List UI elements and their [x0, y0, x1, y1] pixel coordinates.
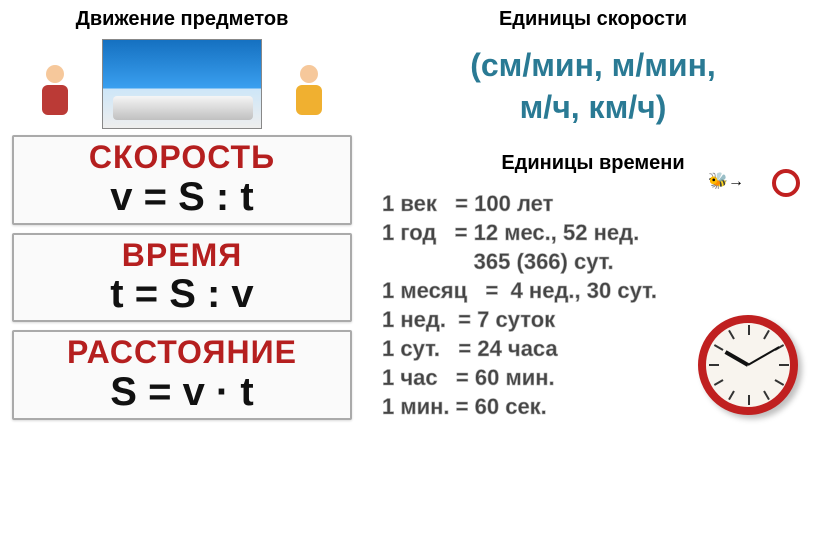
- mini-clock-icon: [772, 169, 800, 197]
- formula-card-time: ВРЕМЯ t = S : v: [12, 233, 352, 323]
- formula-equation: S = v · t: [20, 372, 344, 412]
- speed-units-text: (см/мин, м/мин, м/ч, км/ч): [382, 45, 804, 128]
- time-line: 365 (366) сут.: [382, 247, 804, 276]
- left-heading: Движение предметов: [12, 8, 352, 31]
- formula-equation: t = S : v: [20, 274, 344, 314]
- time-units-list: 🐝→ 1 век = 100 лет 1 год = 12 мес., 52 н…: [382, 189, 804, 421]
- time-line: 1 год = 12 мес., 52 нед.: [382, 218, 804, 247]
- time-line: 1 месяц = 4 нед., 30 сут.: [382, 276, 804, 305]
- formula-card-distance: РАССТОЯНИЕ S = v · t: [12, 330, 352, 420]
- formula-title: ВРЕМЯ: [20, 239, 344, 273]
- train-image: [102, 39, 262, 129]
- child-right-illustration: [291, 65, 327, 125]
- speed-units-line2: м/ч, км/ч): [520, 89, 667, 125]
- formula-card-speed: СКОРОСТЬ v = S : t: [12, 135, 352, 225]
- bee-icon: 🐝→: [708, 171, 744, 192]
- right-heading-speed-units: Единицы скорости: [382, 8, 804, 31]
- formula-equation: v = S : t: [20, 177, 344, 217]
- formula-title: СКОРОСТЬ: [20, 141, 344, 175]
- time-line: 1 век = 100 лет: [382, 189, 804, 218]
- speed-units-line1: (см/мин, м/мин,: [470, 47, 716, 83]
- clock-illustration: [698, 315, 808, 425]
- formula-title: РАССТОЯНИЕ: [20, 336, 344, 370]
- child-left-illustration: [37, 65, 73, 125]
